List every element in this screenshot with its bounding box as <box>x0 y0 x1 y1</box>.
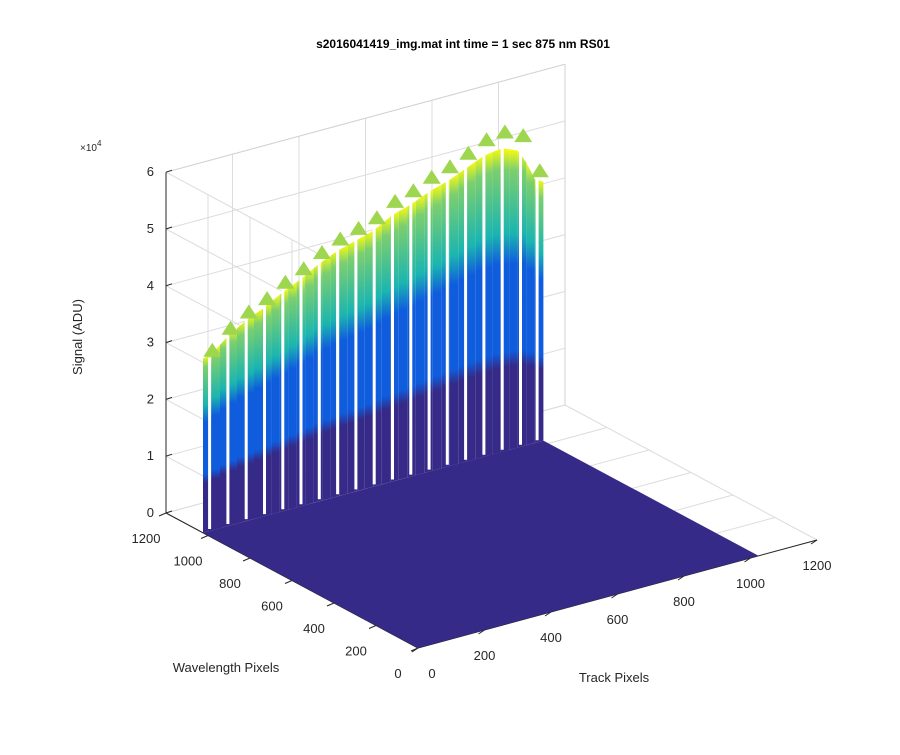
x-tick-mark <box>611 593 618 599</box>
signal-ridge-peak <box>367 210 386 225</box>
x-tick-label: 1000 <box>736 576 765 591</box>
grid-line <box>165 120 566 230</box>
signal-ridge-peak <box>313 245 331 259</box>
signal-wall-segment <box>339 245 348 496</box>
y-tick-mark <box>200 535 209 539</box>
x-tick-mark <box>810 539 818 545</box>
signal-ridge-peak <box>495 124 514 139</box>
z-tick-mark <box>165 396 173 400</box>
signal-wall-segment <box>305 268 314 506</box>
z-tick-label: 1 <box>147 448 154 463</box>
z-tick-label: 6 <box>147 164 154 179</box>
y-tick-mark <box>368 625 377 629</box>
signal-wall-segment <box>356 235 365 492</box>
z-tick-mark <box>165 453 173 457</box>
x-tick-label: 800 <box>673 594 695 609</box>
z-tick-label: 4 <box>147 278 154 293</box>
x-tick-label: 1200 <box>803 558 832 573</box>
signal-wall-segment <box>449 173 459 466</box>
x-tick-mark <box>544 611 552 617</box>
signal-wall-segment <box>381 216 391 485</box>
y-tick-mark <box>242 557 251 562</box>
signal-wall-segment <box>237 320 246 524</box>
y-tick-label: 200 <box>345 644 367 659</box>
signal-wall-segment <box>509 149 518 450</box>
signal-ridge-peak <box>422 169 441 184</box>
signal-wall-segment <box>364 230 374 490</box>
z-tick-label: 2 <box>147 391 154 406</box>
signal-ridge-peak <box>203 342 222 357</box>
y-tick-mark <box>326 602 335 607</box>
y-tick-mark <box>410 647 419 652</box>
signal-ridge-peak <box>386 193 405 208</box>
x-tick-label: 600 <box>607 612 629 627</box>
signal-ridge-peak <box>221 320 240 335</box>
y-tick-label: 400 <box>303 621 325 636</box>
z-tick-label: 0 <box>147 505 154 520</box>
z-tick-mark <box>165 510 173 514</box>
signal-wall-segment <box>526 162 535 446</box>
signal-wall-segment <box>492 148 501 455</box>
z-exponent-label: ×104 <box>80 139 102 154</box>
x-tick-label: 400 <box>540 630 562 645</box>
x-tick-label: 200 <box>474 648 496 663</box>
signal-wall-segment <box>211 344 220 531</box>
x-tick-mark <box>478 629 485 635</box>
surface-floor <box>203 440 759 648</box>
signal-ridge-peak <box>530 163 549 178</box>
signal-wall-segment <box>483 152 493 457</box>
y-tick-mark <box>284 580 293 584</box>
x-tick-mark <box>744 557 751 563</box>
signal-wall-segment <box>322 255 331 501</box>
signal-ridge-peak <box>459 145 478 160</box>
signal-ridge-peak <box>239 304 258 319</box>
y-tick-label: 1200 <box>132 531 161 546</box>
signal-wall-segment <box>432 184 442 471</box>
z-tick-mark <box>165 283 173 287</box>
chart-title: s2016041419_img.mat int time = 1 sec 875… <box>316 37 610 51</box>
z-tick-label: 3 <box>147 335 154 350</box>
signal-wall-segment <box>220 335 229 529</box>
signal-wall-segment <box>398 206 408 480</box>
x-tick-mark <box>677 575 685 581</box>
signal-wall-segment <box>466 161 476 462</box>
y-tick-label: 1000 <box>174 554 203 569</box>
signal-wall-segment <box>228 328 237 526</box>
signal-ridge-peak <box>294 261 313 276</box>
signal-ridge-peak <box>477 132 496 147</box>
surface-layer <box>203 124 759 648</box>
signal-ridge-peak <box>514 128 533 143</box>
y-tick-label: 800 <box>219 576 241 591</box>
signal-wall-segment <box>254 308 263 519</box>
z-tick-label: 5 <box>147 221 154 236</box>
signal-wall-segment <box>475 155 484 460</box>
y-tick-label: 0 <box>394 666 401 681</box>
signal-ridge-peak <box>276 274 295 289</box>
z-tick-mark <box>165 340 173 344</box>
x-axis-label: Track Pixels <box>579 670 650 685</box>
grid-line <box>564 404 818 541</box>
z-tick-mark <box>165 169 173 173</box>
signal-ridge-peak <box>441 159 459 174</box>
signal-wall-segment <box>347 240 357 494</box>
signal-wall-segment <box>415 195 425 476</box>
z-axis-label: Signal (ADU) <box>70 299 85 375</box>
box-edge <box>165 63 566 173</box>
signal-ridge-peak <box>349 220 368 235</box>
signal-ridge-peak <box>331 231 350 246</box>
y-tick-label: 600 <box>261 599 283 614</box>
x-tick-label: 0 <box>428 666 435 681</box>
signal-wall-segment <box>271 294 280 515</box>
z-tick-mark <box>165 226 173 230</box>
signal-wall-segment <box>288 282 297 510</box>
signal-ridge-peak <box>258 291 277 306</box>
y-tick-mark <box>158 512 167 517</box>
signal-ridge-peak <box>404 183 423 198</box>
ticks-layer: 0200400600800100012000200400600800100012… <box>132 164 832 681</box>
y-axis-label: Wavelength Pixels <box>173 660 280 675</box>
